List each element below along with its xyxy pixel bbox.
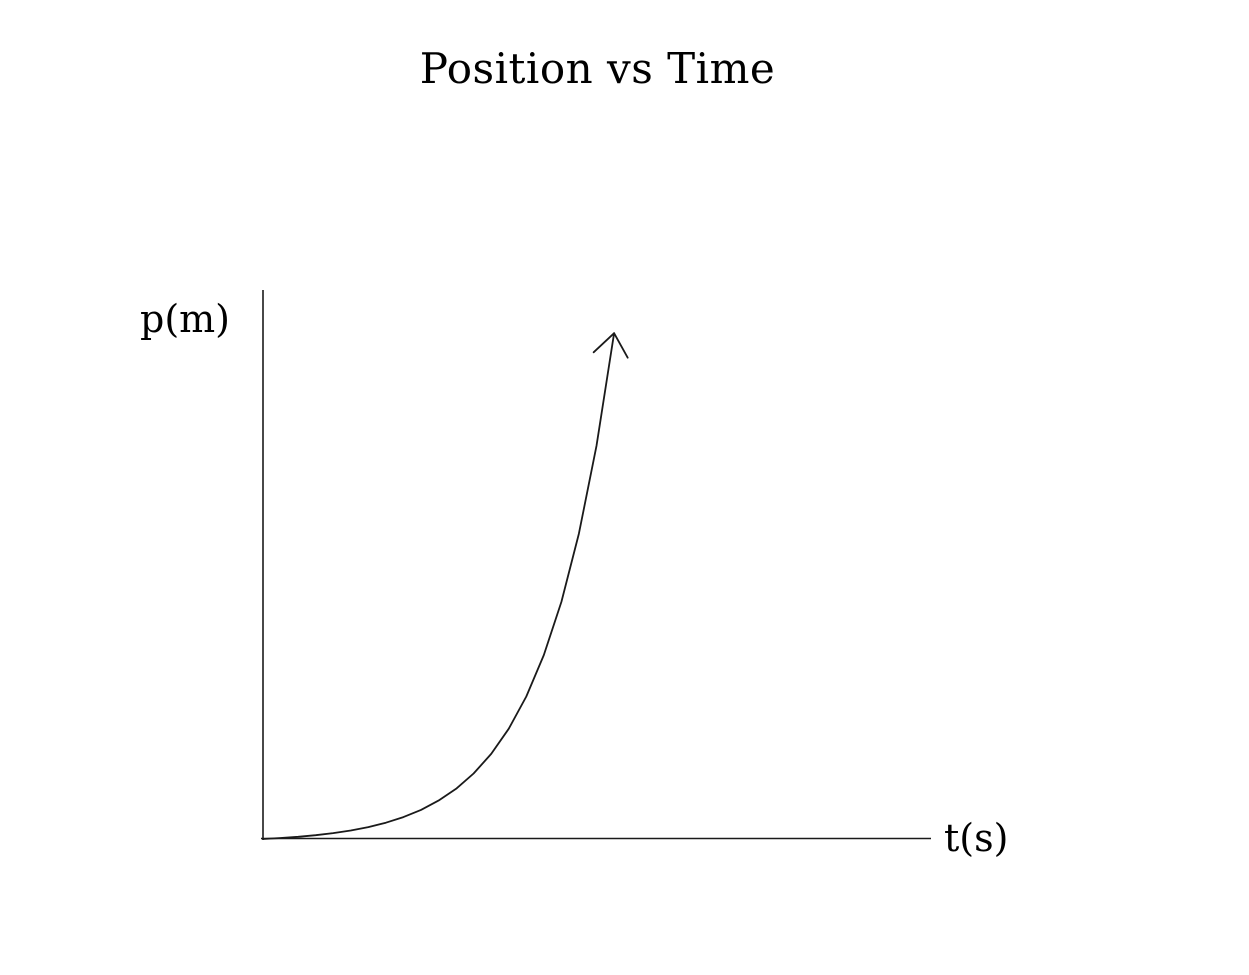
chart-title: Position vs Time [419,44,776,93]
y-axis-label: p(m) [140,297,231,341]
x-axis-label: t(s) [944,816,1009,860]
position-curve [262,332,615,840]
curve-arrowhead-icon [592,332,629,359]
